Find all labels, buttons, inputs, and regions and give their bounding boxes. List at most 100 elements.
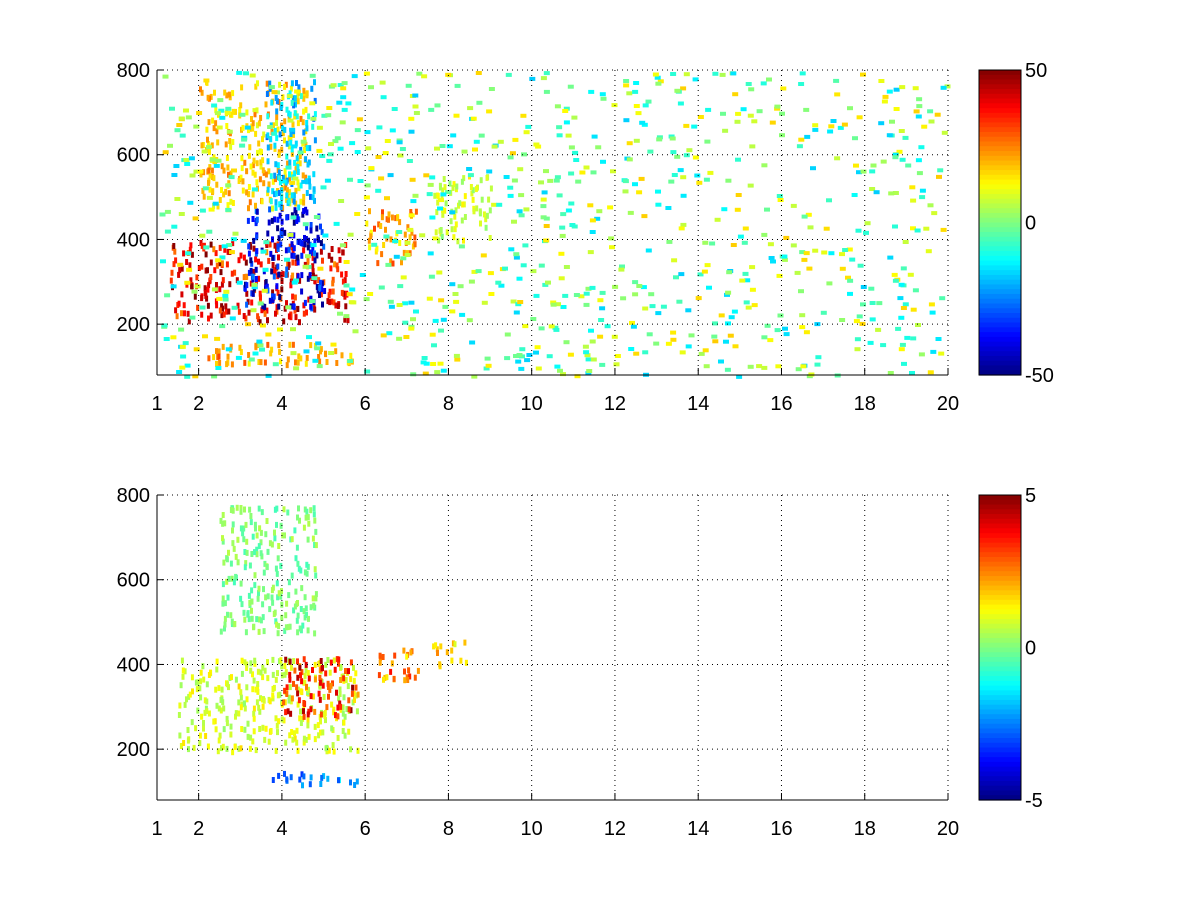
heatmap-cell (256, 681, 260, 687)
heatmap-cell (294, 89, 301, 94)
heatmap-cell (199, 305, 206, 310)
heatmap-cells-2 (177, 504, 468, 789)
heatmap-cell (231, 168, 237, 173)
heatmap-cell (255, 122, 259, 129)
heatmap-cell (587, 250, 594, 255)
heatmap-cell (407, 227, 414, 232)
heatmap-cell (655, 311, 662, 316)
heatmap-cell (387, 211, 391, 218)
heatmap-cell (293, 113, 297, 120)
heatmap-cell (678, 272, 685, 277)
heatmap-cell (285, 776, 289, 783)
heatmap-cell (574, 374, 581, 379)
heatmap-cell (228, 175, 235, 180)
heatmap-cell (318, 674, 322, 681)
heatmap-cell (259, 529, 263, 536)
heatmap-cell (240, 165, 244, 172)
heatmap-cell (452, 234, 456, 241)
heatmap-cell (239, 112, 246, 117)
heatmap-cell (655, 202, 662, 207)
heatmap-cell (450, 647, 454, 654)
heatmap-cell (512, 137, 519, 142)
heatmap-cell (223, 615, 227, 622)
heatmap-cell (435, 192, 439, 199)
heatmap-cell (261, 601, 265, 608)
heatmap-cell (299, 355, 303, 362)
heatmap-cell (293, 95, 297, 102)
heatmap-cell (271, 262, 275, 268)
heatmap-cell (344, 271, 348, 277)
heatmap-cell (215, 702, 219, 709)
heatmap-cell (258, 726, 262, 732)
heatmap-cell (231, 90, 235, 97)
heatmap-cell (221, 343, 225, 350)
heatmap-cell (257, 140, 261, 147)
heatmap-cell (221, 595, 225, 602)
heatmap-cell (235, 504, 239, 511)
heatmap-cell (180, 657, 184, 664)
heatmap-cell (259, 695, 262, 702)
heatmap-cell (242, 700, 246, 707)
heatmap-cell (774, 104, 781, 109)
heatmap-cell (300, 669, 304, 676)
heatmap-cell (279, 241, 283, 248)
heatmap-cell (313, 708, 317, 715)
colorbar-swatch (979, 499, 1021, 506)
heatmap-cell (567, 352, 574, 357)
heatmap-cell (277, 303, 281, 310)
heatmap-cell (315, 225, 319, 232)
heatmap-cell (282, 506, 286, 513)
heatmap-cell (239, 252, 243, 259)
heatmap-cell (368, 85, 374, 90)
heatmap-cell (463, 193, 467, 200)
heatmap-cell (187, 200, 194, 205)
heatmap-cell (582, 344, 589, 349)
heatmap-cell (296, 273, 300, 280)
heatmap-cell (296, 514, 299, 521)
heatmap-cell (515, 359, 522, 364)
colorbar-swatch (979, 595, 1021, 601)
heatmap-cell (268, 540, 272, 547)
heatmap-cell (925, 249, 932, 254)
heatmap-cell (902, 135, 909, 140)
heatmap-cell (386, 331, 393, 336)
heatmap-cell (284, 184, 288, 191)
heatmap-cell (212, 202, 216, 209)
heatmap-cell (345, 290, 349, 297)
heatmap-cell (184, 162, 191, 166)
heatmap-cell (222, 167, 226, 174)
heatmap-cell (266, 190, 270, 197)
heatmap-cell (251, 216, 255, 222)
heatmap-cell (378, 176, 385, 181)
heatmap-cell (396, 215, 400, 222)
heatmap-cell (881, 99, 888, 104)
heatmap-cell (246, 610, 250, 617)
heatmap-cell (309, 299, 316, 304)
heatmap-cell (413, 674, 417, 681)
heatmap-cell (183, 701, 187, 708)
heatmap-cell (513, 354, 519, 358)
heatmap-cell (325, 748, 329, 755)
heatmap-cell (331, 276, 335, 283)
heatmap-cell (742, 226, 749, 231)
heatmap-cell (237, 257, 241, 264)
heatmap-cell (265, 80, 269, 87)
heatmap-cell (190, 251, 194, 258)
heatmap-cell (287, 261, 291, 268)
colorbar-swatch (979, 709, 1021, 715)
heatmap-cell (289, 135, 293, 142)
heatmap-cell (313, 306, 317, 313)
heatmap-cell (655, 189, 661, 194)
heatmap-cell (164, 209, 171, 214)
colorbar-swatch (979, 571, 1021, 577)
heatmap-cell (302, 222, 309, 227)
heatmap-cell (204, 251, 208, 258)
heatmap-cell (274, 176, 277, 183)
heatmap-cell (504, 332, 511, 337)
heatmap-cell (274, 310, 277, 317)
heatmap-cell (273, 142, 277, 149)
heatmap-cell (892, 152, 899, 157)
heatmap-cell (254, 342, 258, 349)
heatmap-cell (290, 327, 296, 332)
heatmap-cell (318, 679, 322, 686)
